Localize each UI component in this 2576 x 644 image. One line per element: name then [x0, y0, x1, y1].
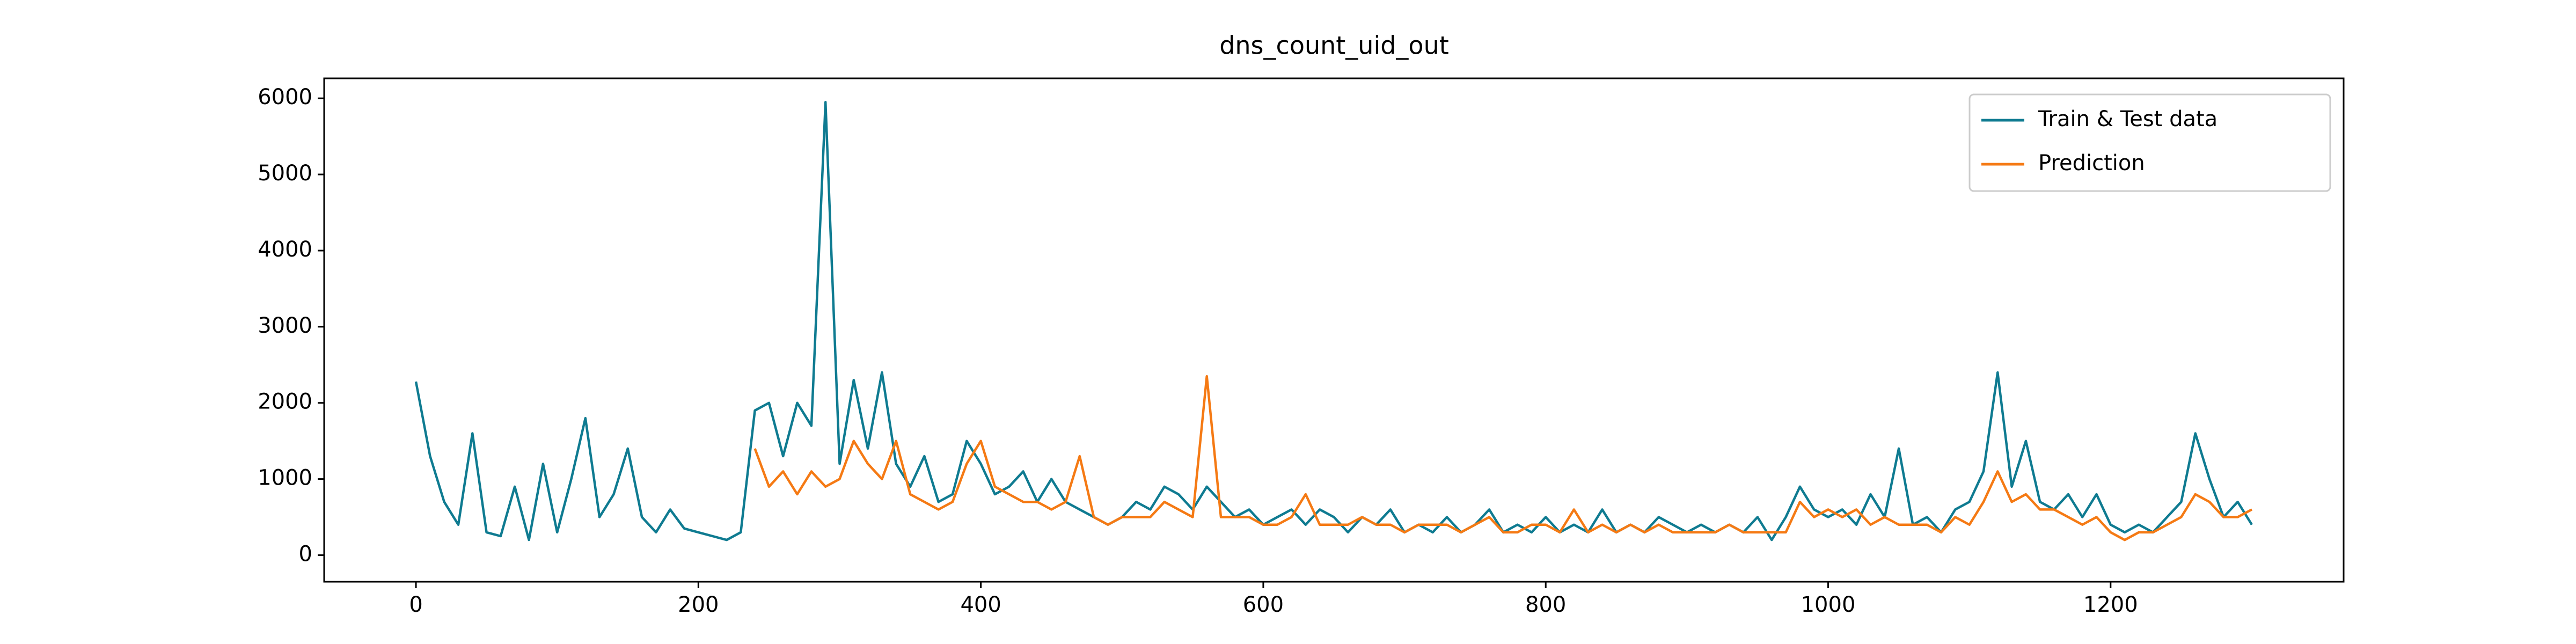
y-tick-label: 3000	[258, 313, 312, 338]
x-tick-label: 200	[678, 592, 719, 617]
legend-box	[1968, 93, 2331, 192]
y-tick-label: 1000	[258, 466, 312, 491]
y-tick-label: 6000	[258, 85, 312, 109]
series-line	[414, 101, 2253, 541]
x-tick-label: 400	[960, 592, 1001, 617]
legend-label: Prediction	[2038, 151, 2145, 175]
x-tick-label: 800	[1525, 592, 1566, 617]
x-tick-label: 0	[409, 592, 422, 617]
x-tick-label: 1000	[1801, 592, 1856, 617]
x-tick-label: 600	[1243, 592, 1284, 617]
plot-frame	[323, 77, 2345, 583]
series-line	[753, 375, 2253, 541]
y-tick-label: 5000	[258, 161, 312, 186]
chart-title: dns_count_uid_out	[1219, 31, 1449, 60]
legend-label: Train & Test data	[2038, 107, 2218, 131]
y-tick-label: 0	[299, 541, 312, 566]
y-tick-label: 2000	[258, 390, 312, 414]
y-tick-label: 4000	[258, 237, 312, 262]
x-tick-label: 1200	[2083, 592, 2138, 617]
